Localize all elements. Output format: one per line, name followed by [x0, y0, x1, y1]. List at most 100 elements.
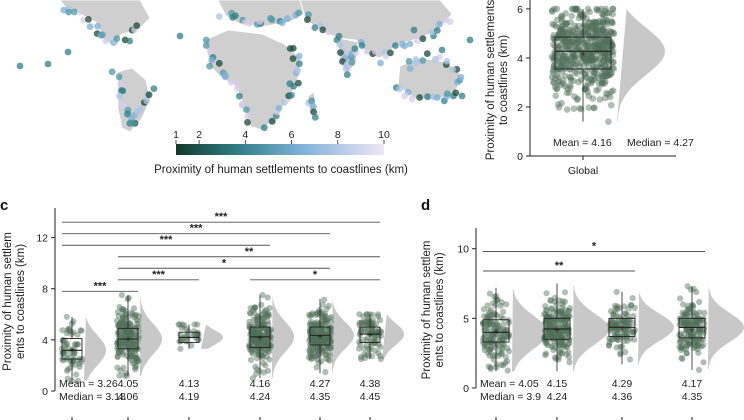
panel-d-point-2-27	[610, 310, 617, 317]
colorbar-tick-0: 1	[173, 129, 179, 141]
panel-global-point-0-94	[552, 23, 560, 30]
panel-d-point-0-90	[493, 311, 500, 319]
panel-c-point-3-115	[254, 338, 261, 345]
panel-c-point-4-143	[316, 352, 323, 359]
panel-global-point-0-478	[582, 31, 589, 38]
panel-c-point-5-36	[365, 321, 373, 328]
panel-c-point-3-127	[261, 309, 268, 316]
panel-d-sig-label-0: *	[592, 241, 597, 253]
panel-global-point-0-516	[580, 39, 588, 47]
panel-d-point-0-42	[495, 322, 502, 329]
panel-c-point-4-45	[320, 314, 327, 321]
panel-d-point-1-1	[553, 316, 560, 323]
panel-global-point-0-32	[562, 20, 569, 27]
panel-c-point-1-67	[128, 333, 135, 340]
panel-global-point-0-253	[589, 95, 597, 102]
panel-d-point-1-131	[551, 298, 558, 305]
panel-c-point-4-60	[320, 315, 327, 322]
panel-c-point-4-23	[312, 353, 319, 360]
panel-d-point-3-55	[690, 330, 697, 337]
panel-global-point-0-518	[551, 36, 558, 44]
panel-c-point-1-161	[125, 294, 132, 302]
panel-c-point-5-9	[356, 321, 363, 328]
panel-c-mean-5: 4.38	[360, 378, 381, 390]
panel-c-point-3-9	[255, 338, 263, 345]
panel-c-box-4	[309, 326, 331, 346]
panel-d-point-3-142	[684, 312, 691, 319]
panel-d-point-2-65	[610, 323, 617, 330]
panel-global-point-0-311	[582, 22, 589, 30]
panel-d-point-3-148	[695, 341, 702, 348]
panel-d-sig-label-1: **	[555, 260, 564, 272]
panel-global-point-0-276	[601, 11, 608, 19]
panel-c-point-0-59	[78, 358, 85, 365]
panel-global-point-0-209	[608, 41, 615, 49]
panel-global-point-0-506	[596, 22, 604, 30]
map-point-142	[446, 18, 454, 25]
panel-c-point-5-62	[369, 317, 376, 324]
panel-d-point-1-0	[560, 328, 567, 335]
panel-d-point-3-83	[682, 311, 689, 318]
panel-c-point-4-115	[320, 337, 327, 344]
panel-c-point-4-53	[320, 335, 327, 342]
panel-d-point-2-63	[619, 334, 627, 341]
panel-global-point-0-54	[592, 40, 599, 48]
panel-c-point-3-50	[250, 337, 258, 344]
map-point-44	[202, 42, 210, 49]
panel-global-point-0-365	[596, 96, 604, 103]
panel-global-point-0-104	[602, 5, 610, 13]
panel-c-point-0-24	[64, 375, 71, 382]
panel-c-point-1-136	[118, 319, 126, 326]
panel-c-point-3-83	[247, 305, 254, 312]
panel-d-point-1-159	[555, 356, 562, 363]
colorbar-tick-5: 10	[378, 129, 390, 141]
panel-d-point-1-132	[551, 294, 559, 301]
panel-c-point-4-141	[319, 321, 326, 328]
panel-d-point-3-80	[687, 329, 694, 336]
panel-d-point-1-34	[544, 342, 551, 349]
panel-c-point-0-8	[70, 352, 77, 359]
panel-global-point-0-248	[602, 50, 609, 58]
panel-global-point-0-63	[582, 42, 589, 49]
panel-global-point-0-348	[603, 16, 611, 24]
panel-d-point-2-1	[615, 337, 622, 344]
panel-d-point-1-139	[562, 322, 570, 329]
panel-c-point-5-16	[363, 311, 370, 318]
panel-global-point-0-390	[584, 30, 591, 37]
panel-d-point-0-12	[487, 335, 494, 342]
panel-global-point-0-50	[596, 42, 604, 50]
panel-c-point-0-6	[74, 331, 81, 338]
panel-c-point-5-34	[370, 340, 377, 347]
panel-d-point-0-4	[487, 346, 494, 353]
panel-c-point-1-106	[122, 307, 129, 314]
panel-global-point-0-414	[558, 62, 565, 70]
panel-c-point-4-104	[317, 338, 324, 345]
panel-d-point-0-88	[496, 349, 503, 356]
panel-global-point-0-331	[574, 33, 582, 40]
panel-c-point-4-105	[309, 351, 316, 358]
map-point-114	[343, 61, 351, 68]
colorbar-ticks: 1 2 4 6 8 10	[173, 129, 390, 144]
panel-global-point-0-374	[599, 70, 606, 77]
panel-d-point-3-108	[684, 283, 691, 290]
panel-global-point-0-178	[559, 51, 566, 59]
panel-c-point-1-10	[115, 349, 122, 357]
panel-d-point-3-37	[697, 316, 704, 323]
panel-d-point-0-60	[485, 336, 493, 343]
panel-d-point-1-57	[557, 329, 564, 337]
panel-c-sig-label-0: ***	[215, 211, 229, 223]
panel-d-point-2-97	[613, 333, 621, 341]
panel-c-point-4-29	[326, 357, 333, 364]
panel-d-point-1-51	[551, 331, 558, 338]
panel-c-point-4-108	[317, 334, 324, 341]
panel-c-density-3	[272, 295, 294, 379]
panel-d-point-2-17	[614, 320, 621, 327]
panel-c-point-4-192	[311, 339, 318, 346]
panel-d-point-1-152	[543, 350, 550, 357]
panel-c-point-1-25	[120, 322, 127, 329]
panel-c-point-3-105	[255, 340, 262, 347]
panel-c-y-tick-3: 12	[36, 233, 48, 245]
panel-global-point-0-74	[598, 73, 605, 81]
panel-c-point-3-88	[258, 301, 265, 308]
panel-global-point-0-65	[580, 52, 588, 59]
